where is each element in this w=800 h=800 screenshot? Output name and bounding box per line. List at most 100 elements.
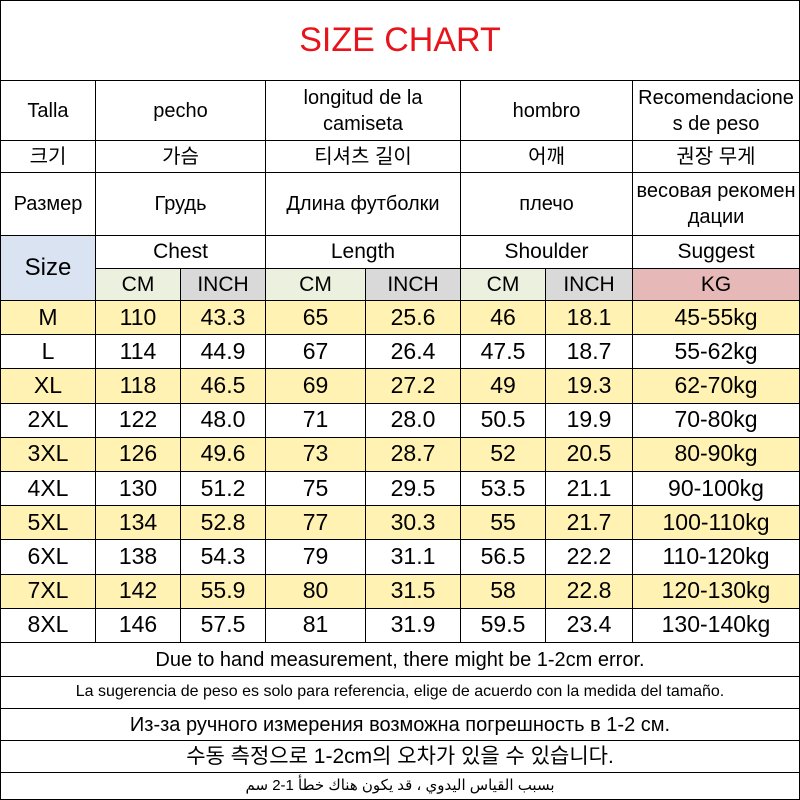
data-cell: 59.5: [460, 607, 546, 643]
data-cell: 18.1: [545, 300, 633, 336]
data-cell: 31.9: [365, 607, 461, 643]
data-cell: 43.3: [180, 300, 266, 336]
data-cell: 67: [265, 334, 366, 370]
data-cell: 3XL: [0, 436, 96, 472]
data-cell: 51.2: [180, 471, 266, 507]
data-cell: 52: [460, 436, 546, 472]
data-cell: 69: [265, 368, 366, 404]
data-cell: 53.5: [460, 471, 546, 507]
data-cell: 122: [95, 402, 181, 438]
data-cell: 80: [265, 573, 366, 609]
data-cell: 52.8: [180, 505, 266, 541]
data-cell: 81: [265, 607, 366, 643]
data-cell: 45-55kg: [632, 300, 800, 336]
data-cell: 6XL: [0, 539, 96, 575]
data-cell: 44.9: [180, 334, 266, 370]
data-cell: 22.8: [545, 573, 633, 609]
data-cell: 18.7: [545, 334, 633, 370]
data-cell: L: [0, 334, 96, 370]
unit-cell: CM: [265, 268, 366, 301]
data-cell: 79: [265, 539, 366, 575]
data-cell: 110: [95, 300, 181, 336]
header-cell: Размер: [0, 172, 96, 236]
header-cell: 티셔츠 길이: [265, 140, 461, 173]
data-cell: 46.5: [180, 368, 266, 404]
data-cell: 46: [460, 300, 546, 336]
data-cell: 70-80kg: [632, 402, 800, 438]
data-cell: 31.1: [365, 539, 461, 575]
data-cell: 80-90kg: [632, 436, 800, 472]
header-cell: Recomendaciones de peso: [632, 80, 800, 141]
data-cell: 142: [95, 573, 181, 609]
data-cell: 57.5: [180, 607, 266, 643]
note: Из-за ручного измерения возможна погрешн…: [0, 708, 800, 741]
data-cell: 21.7: [545, 505, 633, 541]
group-cell: Chest: [95, 235, 266, 269]
data-cell: 126: [95, 436, 181, 472]
data-cell: 130-140kg: [632, 607, 800, 643]
data-cell: XL: [0, 368, 96, 404]
unit-cell: KG: [632, 268, 800, 301]
data-cell: 48.0: [180, 402, 266, 438]
unit-cell: INCH: [180, 268, 266, 301]
data-cell: 50.5: [460, 402, 546, 438]
group-cell: Shoulder: [460, 235, 633, 269]
header-cell: 권장 무게: [632, 140, 800, 173]
data-cell: 5XL: [0, 505, 96, 541]
note: 수동 측정으로 1-2cm의 오차가 있을 수 있습니다.: [0, 740, 800, 773]
header-cell: pecho: [95, 80, 266, 141]
data-cell: 49.6: [180, 436, 266, 472]
data-cell: 114: [95, 334, 181, 370]
data-cell: 21.1: [545, 471, 633, 507]
note: La sugerencia de peso es solo para refer…: [0, 676, 800, 709]
data-cell: 7XL: [0, 573, 96, 609]
data-cell: 77: [265, 505, 366, 541]
data-cell: 62-70kg: [632, 368, 800, 404]
unit-cell: CM: [95, 268, 181, 301]
title: SIZE CHART: [0, 0, 800, 81]
header-cell: Длина футболки: [265, 172, 461, 236]
data-cell: 55.9: [180, 573, 266, 609]
data-cell: 54.3: [180, 539, 266, 575]
note: Due to hand measurement, there might be …: [0, 642, 800, 677]
header-cell: 어깨: [460, 140, 633, 173]
unit-cell: INCH: [545, 268, 633, 301]
data-cell: 73: [265, 436, 366, 472]
data-cell: 30.3: [365, 505, 461, 541]
data-cell: 19.9: [545, 402, 633, 438]
data-cell: 22.2: [545, 539, 633, 575]
data-cell: 23.4: [545, 607, 633, 643]
header-cell: весовая рекомендации: [632, 172, 800, 236]
data-cell: 100-110kg: [632, 505, 800, 541]
data-cell: M: [0, 300, 96, 336]
data-cell: 71: [265, 402, 366, 438]
group-cell: Size: [0, 235, 96, 301]
data-cell: 90-100kg: [632, 471, 800, 507]
data-cell: 29.5: [365, 471, 461, 507]
data-cell: 75: [265, 471, 366, 507]
header-cell: longitud de la camiseta: [265, 80, 461, 141]
data-cell: 146: [95, 607, 181, 643]
data-cell: 138: [95, 539, 181, 575]
header-cell: плечо: [460, 172, 633, 236]
data-cell: 28.7: [365, 436, 461, 472]
data-cell: 49: [460, 368, 546, 404]
data-cell: 65: [265, 300, 366, 336]
header-cell: 가슴: [95, 140, 266, 173]
data-cell: 55-62kg: [632, 334, 800, 370]
data-cell: 58: [460, 573, 546, 609]
note: بسبب القياس اليدوي ، قد يكون هناك خطأ 1-…: [0, 772, 800, 800]
data-cell: 26.4: [365, 334, 461, 370]
data-cell: 120-130kg: [632, 573, 800, 609]
header-cell: hombro: [460, 80, 633, 141]
data-cell: 20.5: [545, 436, 633, 472]
data-cell: 55: [460, 505, 546, 541]
data-cell: 25.6: [365, 300, 461, 336]
data-cell: 2XL: [0, 402, 96, 438]
data-cell: 8XL: [0, 607, 96, 643]
data-cell: 130: [95, 471, 181, 507]
data-cell: 19.3: [545, 368, 633, 404]
group-cell: Suggest: [632, 235, 800, 269]
data-cell: 56.5: [460, 539, 546, 575]
